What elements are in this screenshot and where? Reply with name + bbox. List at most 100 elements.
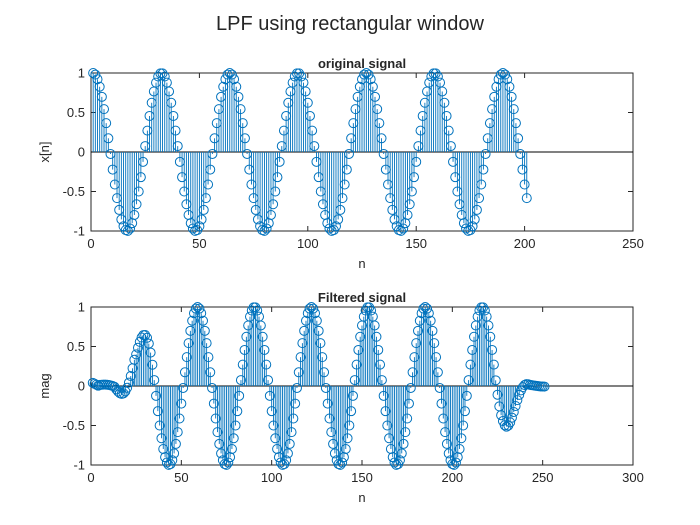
stem-marker bbox=[198, 315, 209, 326]
stem-marker bbox=[131, 199, 142, 210]
stem-marker bbox=[200, 193, 211, 204]
stem-marker bbox=[385, 443, 396, 454]
stem-marker bbox=[344, 420, 355, 431]
stem-marker bbox=[432, 367, 443, 378]
stem-marker bbox=[467, 344, 478, 355]
stem-marker bbox=[203, 179, 214, 190]
stem-marker bbox=[513, 133, 524, 144]
stem-marker bbox=[343, 148, 354, 159]
stem-marker bbox=[138, 156, 149, 167]
x-tick-label: 300 bbox=[622, 470, 644, 485]
stem-marker bbox=[338, 452, 349, 463]
stem-marker bbox=[172, 141, 183, 152]
stem-marker bbox=[125, 223, 136, 234]
y-tick-label: -0.5 bbox=[63, 184, 85, 199]
stem-marker bbox=[154, 420, 165, 431]
stem-marker bbox=[458, 420, 469, 431]
stem-marker bbox=[231, 81, 242, 92]
stem-marker bbox=[157, 68, 168, 79]
stem-marker bbox=[467, 221, 478, 232]
stem-marker bbox=[232, 406, 243, 417]
x-axis-label: n bbox=[358, 256, 365, 271]
stem-marker bbox=[443, 125, 454, 136]
stem-marker bbox=[471, 204, 482, 215]
stem-marker bbox=[500, 69, 511, 80]
stem-marker bbox=[373, 344, 384, 355]
stem-marker bbox=[257, 331, 268, 342]
stem-marker bbox=[432, 71, 443, 82]
stem-marker bbox=[438, 413, 449, 424]
stem-marker bbox=[409, 172, 420, 183]
stem-marker bbox=[103, 133, 114, 144]
stem-marker bbox=[123, 377, 134, 388]
stem-marker bbox=[250, 302, 261, 313]
stem-marker bbox=[181, 352, 192, 363]
stem-marker bbox=[169, 448, 180, 459]
stem-marker bbox=[307, 125, 318, 136]
stem-marker bbox=[488, 359, 499, 370]
stem-marker bbox=[372, 104, 383, 115]
stem-marker bbox=[235, 104, 246, 115]
stem-marker bbox=[288, 413, 299, 424]
stem-marker bbox=[409, 352, 420, 363]
x-axis-label: n bbox=[358, 490, 365, 505]
stem-marker bbox=[375, 359, 386, 370]
stem-marker bbox=[459, 406, 470, 417]
stem-marker bbox=[133, 186, 144, 197]
stem-marker bbox=[196, 214, 207, 225]
stem-marker bbox=[125, 371, 136, 382]
stem-marker bbox=[136, 332, 147, 343]
stem-marker bbox=[99, 104, 110, 115]
y-tick-label: -0.5 bbox=[63, 418, 85, 433]
stem-marker bbox=[132, 342, 143, 353]
x-tick-label: 50 bbox=[192, 236, 206, 251]
stem-marker bbox=[198, 204, 209, 215]
stem-marker bbox=[199, 325, 210, 336]
stem-marker bbox=[208, 398, 219, 409]
stem-marker bbox=[237, 118, 248, 129]
stem-marker bbox=[313, 325, 324, 336]
stem-marker bbox=[347, 390, 358, 401]
stem-marker bbox=[203, 352, 214, 363]
stem-marker bbox=[226, 443, 237, 454]
stem-marker bbox=[284, 438, 295, 449]
x-tick-label: 0 bbox=[87, 470, 94, 485]
stem-marker bbox=[469, 214, 480, 225]
stem-marker bbox=[309, 141, 320, 152]
stem-marker bbox=[294, 68, 305, 79]
stem-marker bbox=[378, 390, 389, 401]
stem-marker bbox=[263, 375, 274, 386]
stem-marker bbox=[170, 125, 181, 136]
x-tick-label: 150 bbox=[405, 236, 427, 251]
stem-marker bbox=[411, 156, 422, 167]
stem-marker bbox=[118, 388, 129, 399]
stem-marker bbox=[454, 443, 465, 454]
stem-marker bbox=[274, 156, 285, 167]
stem-marker bbox=[311, 315, 322, 326]
stem-marker bbox=[346, 406, 357, 417]
stem-marker bbox=[406, 186, 417, 197]
stem-marker bbox=[174, 413, 185, 424]
stem-marker bbox=[226, 69, 237, 80]
stem-marker bbox=[142, 332, 153, 343]
stem-marker bbox=[337, 193, 348, 204]
stem-marker bbox=[101, 118, 112, 129]
stem-marker bbox=[342, 433, 353, 444]
stem-marker bbox=[225, 452, 236, 463]
stem-marker bbox=[490, 375, 501, 386]
stem-marker bbox=[295, 352, 306, 363]
stem-marker bbox=[366, 305, 377, 316]
stem-marker bbox=[268, 420, 279, 431]
stem-marker bbox=[339, 179, 350, 190]
stem-marker bbox=[319, 367, 330, 378]
stem-marker bbox=[539, 381, 550, 392]
stem-marker bbox=[261, 359, 272, 370]
stem-marker bbox=[396, 225, 407, 236]
stem-marker bbox=[194, 303, 205, 314]
stem-marker bbox=[437, 86, 448, 97]
stem-marker bbox=[233, 91, 244, 102]
stem-marker bbox=[445, 141, 456, 152]
stem-marker bbox=[483, 320, 494, 331]
y-tick-label: 0 bbox=[78, 379, 85, 394]
